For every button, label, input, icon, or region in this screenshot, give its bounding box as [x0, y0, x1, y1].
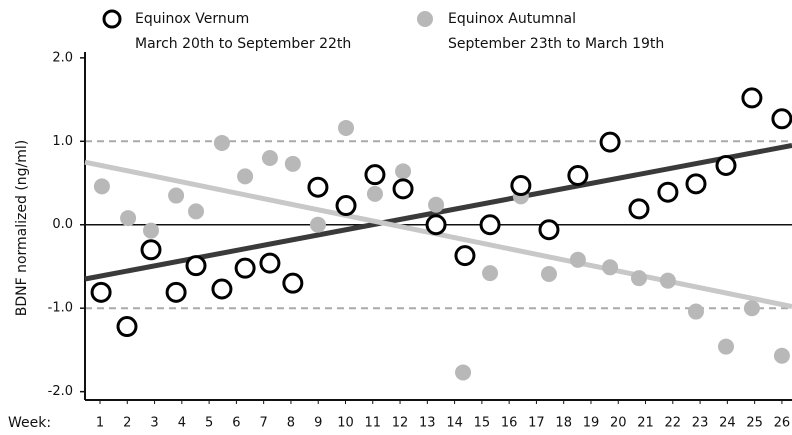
data-point [116, 316, 138, 338]
data-point [602, 259, 619, 276]
data-point [90, 281, 112, 303]
data-point [282, 272, 304, 294]
data-point [309, 216, 326, 233]
x-tick-label: 23 [692, 416, 709, 431]
data-point [395, 163, 412, 180]
data-point [510, 175, 532, 197]
legend-marker [417, 11, 433, 27]
data-point [657, 181, 679, 203]
x-tick-label: 6 [232, 416, 240, 431]
data-point [479, 214, 501, 236]
data-point [455, 364, 472, 381]
data-point [567, 165, 589, 187]
data-point [685, 173, 707, 195]
data-point [540, 265, 557, 282]
x-tick-label: 26 [774, 416, 791, 431]
x-tick-label: 21 [637, 416, 654, 431]
data-point [140, 239, 162, 261]
legend-label: Equinox Autumnal [448, 11, 576, 27]
x-tick-label: 16 [501, 416, 518, 431]
data-point [237, 168, 254, 185]
y-tick-label: 1.0 [52, 134, 73, 149]
x-tick-label: 3 [150, 416, 158, 431]
y-tick-label: -2.0 [48, 384, 73, 399]
y-tick-label: -1.0 [48, 301, 73, 316]
x-tick-label: 9 [314, 416, 322, 431]
data-point [93, 178, 110, 195]
data-point [743, 300, 760, 317]
data-point [188, 203, 205, 220]
x-tick-label: 12 [392, 416, 409, 431]
x-tick-label: 4 [178, 416, 186, 431]
data-point [185, 255, 207, 277]
x-tick-label: 10 [337, 416, 354, 431]
y-axis-label: BDNF normalized (ng/ml) [14, 140, 30, 317]
x-tick-label: 20 [610, 416, 627, 431]
data-point [364, 164, 386, 186]
y-tick-label: 2.0 [52, 50, 73, 65]
data-point [715, 154, 737, 176]
x-tick-label: 18 [555, 416, 572, 431]
data-point [392, 178, 414, 200]
x-tick-label: 1 [96, 416, 104, 431]
x-tick-label: 11 [364, 416, 381, 431]
x-axis-label: Week: [8, 415, 51, 431]
y-tick-label: 0.0 [52, 217, 73, 232]
data-point [213, 134, 230, 151]
data-point [165, 281, 187, 303]
data-point [717, 338, 734, 355]
data-point [284, 155, 301, 172]
legend-marker [102, 9, 122, 29]
x-tick-label: 25 [746, 416, 763, 431]
data-point [628, 198, 650, 220]
data-point [773, 347, 790, 364]
data-point [569, 251, 586, 268]
x-tick-label: 8 [287, 416, 295, 431]
data-point [482, 265, 499, 282]
data-point [168, 187, 185, 204]
data-point [366, 185, 383, 202]
x-tick-label: 13 [419, 416, 436, 431]
data-point [234, 257, 256, 279]
data-point [335, 195, 357, 217]
x-tick-label: 19 [583, 416, 600, 431]
data-point [259, 252, 281, 274]
data-point [538, 219, 560, 241]
legend-description: September 23th to March 19th [448, 36, 664, 52]
data-point [143, 222, 160, 239]
data-point [120, 210, 137, 227]
data-point [454, 245, 476, 267]
legend-label: Equinox Vernum [135, 11, 249, 27]
data-point [771, 108, 792, 130]
x-tick-label: 5 [205, 416, 213, 431]
data-point [599, 131, 621, 153]
data-point [307, 176, 329, 198]
data-point [211, 278, 233, 300]
data-point [687, 303, 704, 320]
x-tick-label: 2 [123, 416, 131, 431]
x-tick-label: 7 [260, 416, 268, 431]
legend-description: March 20th to September 22th [135, 36, 351, 52]
x-tick-label: 24 [719, 416, 736, 431]
data-point [659, 272, 676, 289]
x-tick-label: 17 [528, 416, 545, 431]
data-point [338, 119, 355, 136]
data-point [630, 270, 647, 287]
x-tick-label: 22 [665, 416, 682, 431]
data-point [425, 214, 447, 236]
data-point [261, 149, 278, 166]
x-tick-label: 15 [474, 416, 491, 431]
data-point [741, 87, 763, 109]
data-point [428, 196, 445, 213]
x-tick-label: 14 [446, 416, 463, 431]
